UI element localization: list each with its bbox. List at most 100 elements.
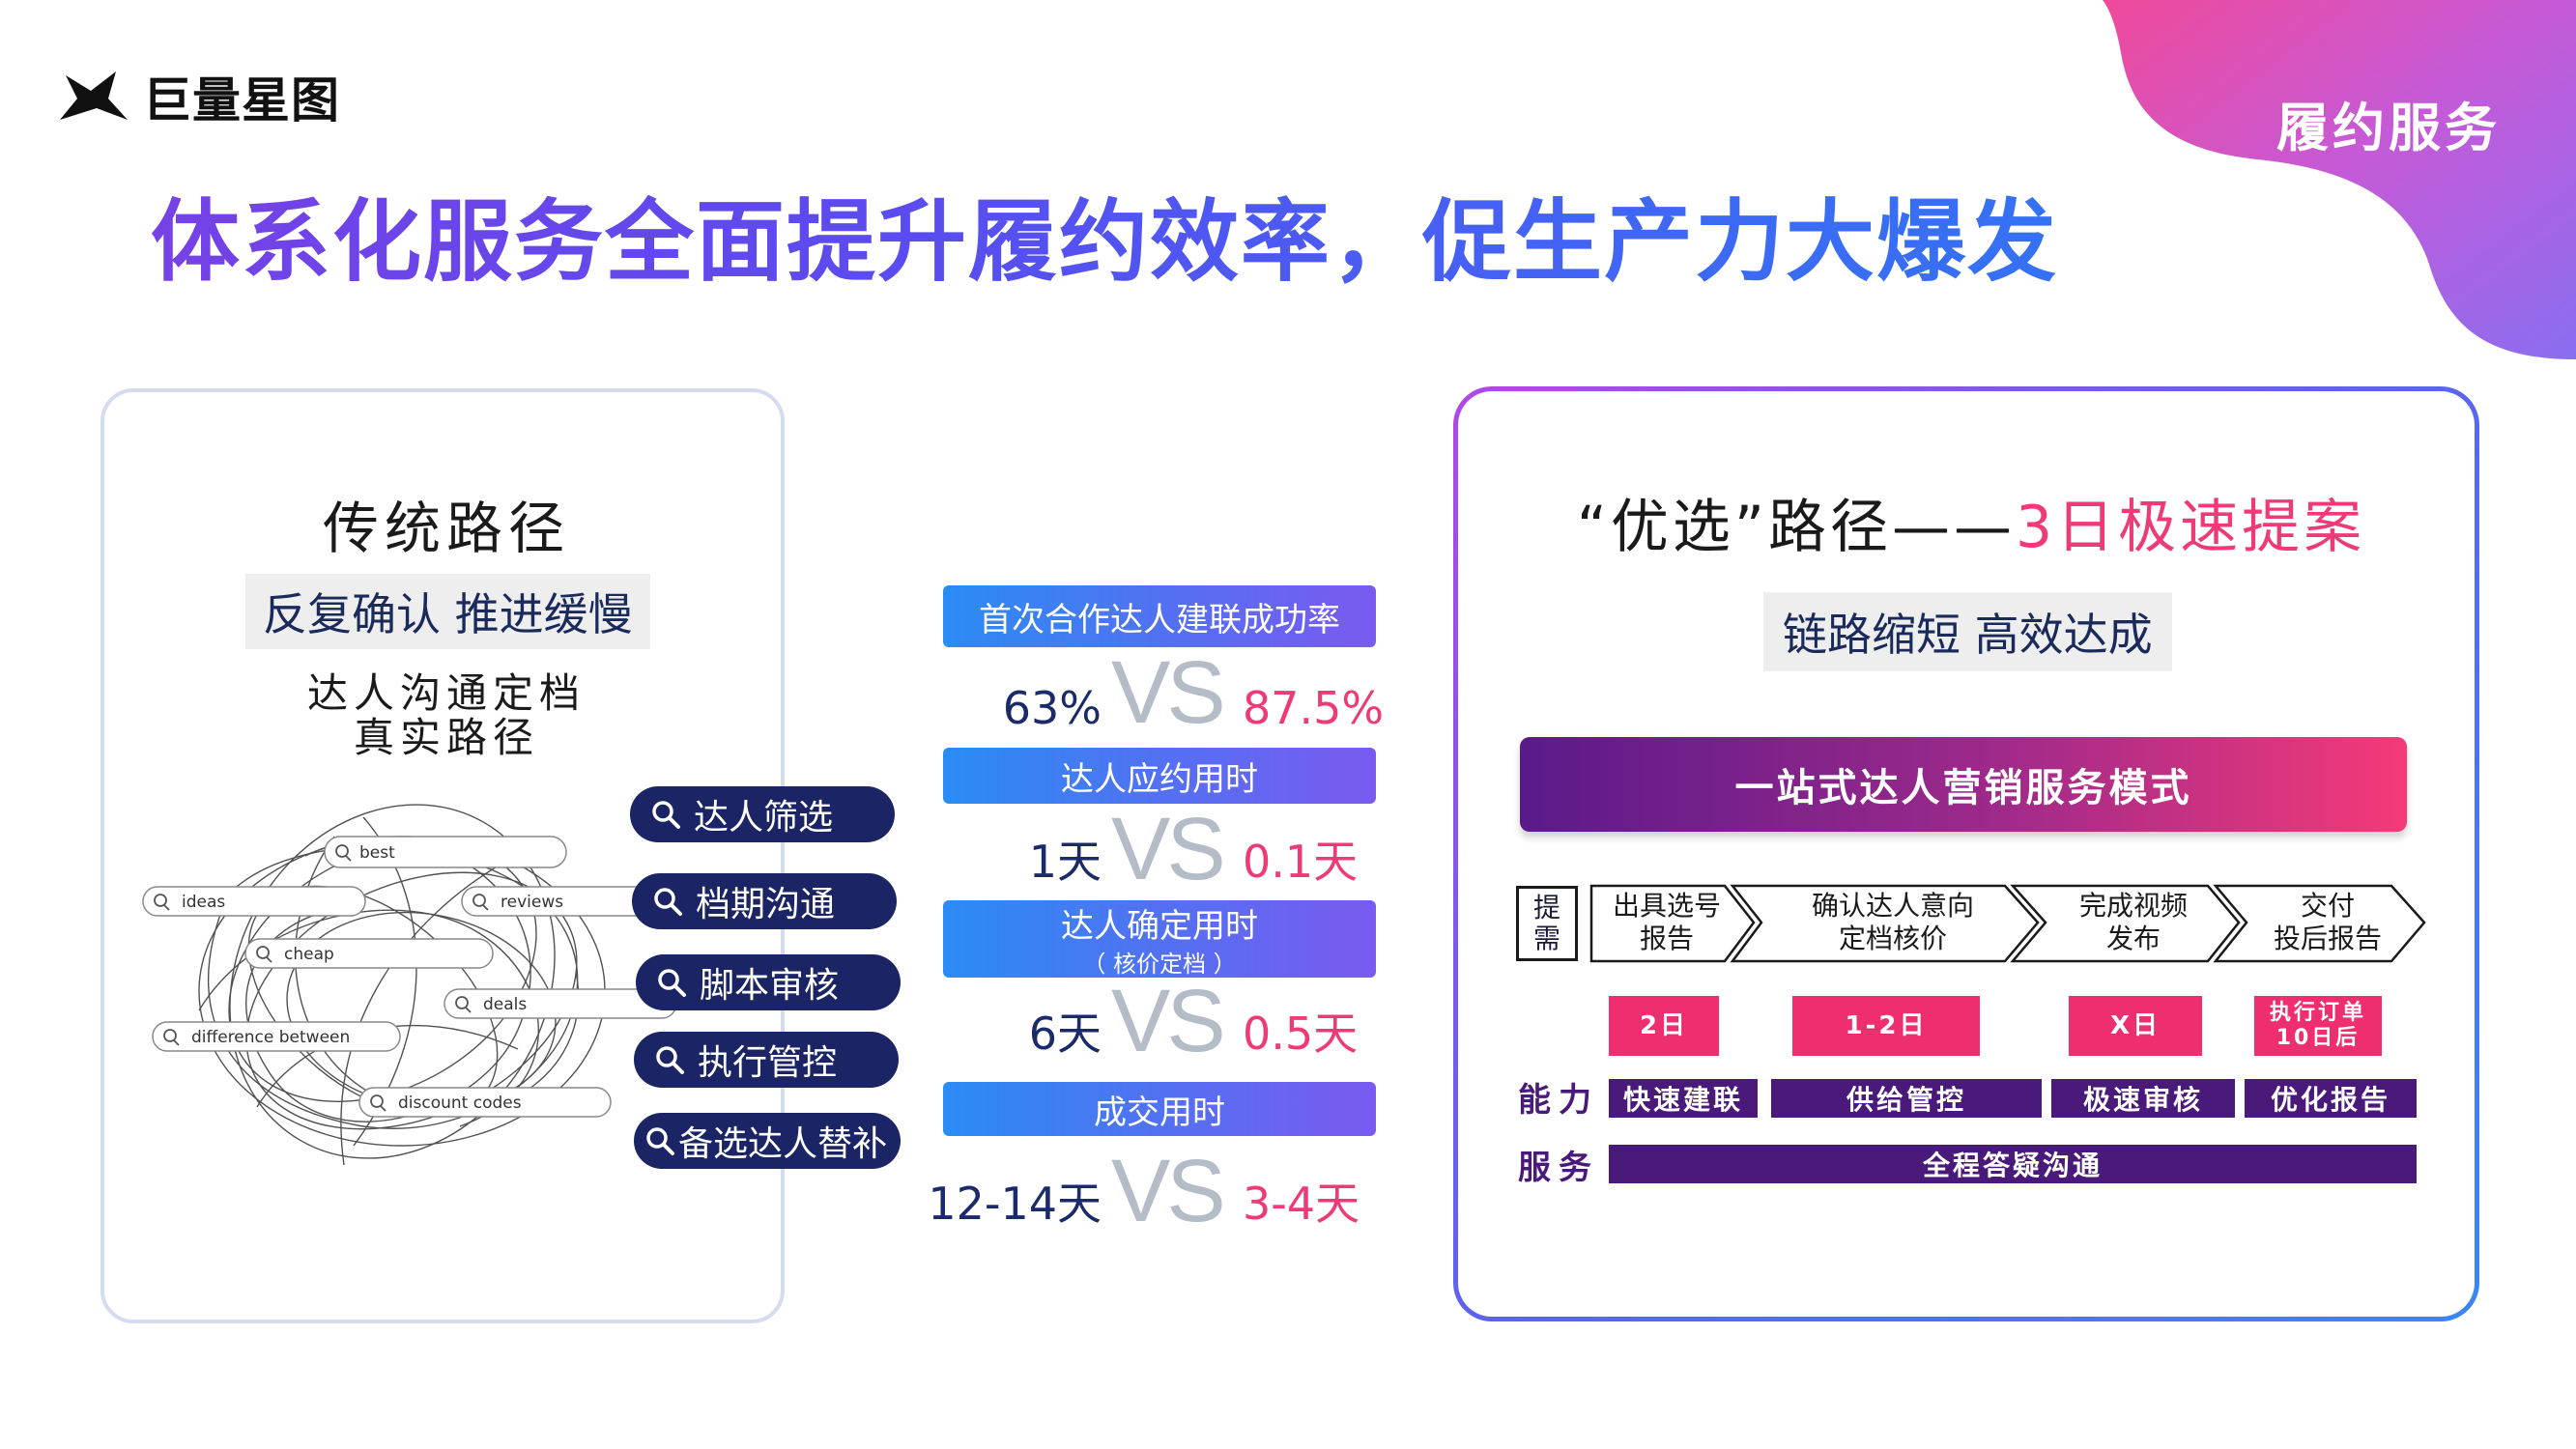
time-line: 2日 (1639, 1011, 1689, 1040)
left-panel-subtitle-line2: 真实路径 (353, 714, 539, 761)
capability-supply-control: 供给管控 (1771, 1079, 2042, 1118)
time-line: 执行订单 (2269, 1001, 2366, 1025)
metric-label: 首次合作达人建联成功率 (979, 600, 1340, 639)
metric-bar-deal-time: 成交用时 (943, 1082, 1376, 1136)
metric-bar-confirmation-time: 达人确定用时 （ 核价定档 ） (943, 900, 1376, 978)
comparison-row-deal-time: 12-14天 VS 3-4天 (928, 1142, 1391, 1242)
right-panel-title: “优选”路径——3日极速提案 (1458, 480, 2484, 564)
search-word-cheap: cheap (284, 945, 334, 964)
preferred-value: 0.5天 (1243, 1008, 1359, 1060)
step-line: 投后报告 (2273, 923, 2382, 954)
search-word-discount-codes: discount codes (398, 1094, 522, 1113)
traditional-value: 12-14天 (928, 1178, 1102, 1230)
step-line: 定档核价 (1838, 923, 1947, 954)
pill-label: 脚本审核 (700, 966, 840, 1006)
capability-fast-contact: 快速建联 (1609, 1079, 1758, 1118)
right-title-main: “优选”路径—— (1576, 494, 2016, 561)
pill-label: 达人筛选 (694, 798, 834, 838)
pill-schedule-communication: 档期沟通 (632, 873, 897, 929)
step-line: 完成视频 (2078, 890, 2188, 922)
preferred-value: 87.5% (1243, 682, 1385, 734)
corner-decoration (2103, 0, 2576, 359)
pill-script-review: 脚本审核 (636, 954, 901, 1010)
preferred-value: 0.1天 (1243, 836, 1359, 888)
step-arrow-3 (2010, 884, 2241, 963)
metric-sublabel: （ 核价定档 ） (1082, 951, 1237, 978)
comparison-row-first-contact-rate: 63% VS 87.5% (928, 643, 1391, 744)
pill-label: 执行管控 (698, 1043, 838, 1083)
brand-logo: 巨量星图 (58, 62, 340, 131)
search-word-best: best (359, 843, 395, 863)
time-line: 10日后 (2275, 1026, 2361, 1050)
service-full-support: 全程答疑沟通 (1609, 1145, 2417, 1183)
time-box-2: 1-2日 (1792, 996, 1980, 1056)
search-icon (652, 801, 680, 829)
vs-label: VS (1111, 800, 1226, 898)
capability-fast-review: 极速审核 (2051, 1079, 2235, 1118)
time-line: 1-2日 (1845, 1011, 1928, 1040)
step-arrow-4 (2213, 884, 2426, 963)
tangled-search-illustration: best ideas reviews cheap deals differenc… (142, 804, 677, 1166)
search-word-reviews: reviews (501, 893, 563, 912)
step-label-4: 交付 投后报告 (2241, 890, 2415, 955)
step-line: 确认达人意向 (1811, 890, 1974, 922)
pill-backup-influencer: 备选达人替补 (634, 1113, 901, 1169)
metric-label: 成交用时 (1094, 1093, 1225, 1132)
left-panel-title: 传统路径 (322, 496, 570, 561)
step-line: 出具选号 (1612, 890, 1721, 922)
right-panel-tag: 链路缩短 高效达成 (1763, 592, 2172, 671)
service-model-banner: 一站式达人营销服务模式 (1520, 737, 2407, 832)
preferred-path-panel: “优选”路径——3日极速提案 链路缩短 高效达成 一站式达人营销服务模式 提 需… (1453, 386, 2479, 1321)
vs-label: VS (1111, 643, 1226, 742)
metric-bar-first-contact-rate: 首次合作达人建联成功率 (943, 585, 1376, 647)
capability-label: 能力 (1518, 1081, 1599, 1120)
vs-label: VS (1111, 1142, 1226, 1240)
step-line: 报告 (1639, 923, 1694, 954)
step-label-2: 确认达人意向 定档核价 (1767, 890, 2018, 955)
time-line: X日 (2109, 1011, 2161, 1040)
metric-bar-appointment-time: 达人应约用时 (943, 748, 1376, 804)
pill-execution-control: 执行管控 (634, 1032, 899, 1088)
traditional-value: 6天 (1028, 1008, 1102, 1060)
search-word-deals: deals (483, 995, 527, 1014)
left-panel-tag: 反复确认 推进缓慢 (245, 574, 650, 649)
pill-label: 备选达人替补 (678, 1124, 888, 1164)
proposal-char: 需 (1532, 923, 1560, 954)
search-icon (656, 1046, 684, 1074)
time-box-3: X日 (2069, 996, 2202, 1056)
comparison-row-confirmation-time: 6天 VS 0.5天 (928, 972, 1391, 1072)
left-panel-subtitle-line1: 达人沟通定档 (306, 669, 586, 717)
step-label-1: 出具选号 报告 (1599, 890, 1734, 955)
step-line: 发布 (2105, 923, 2161, 954)
metric-label: 达人确定用时 (1061, 907, 1258, 946)
traditional-path-panel: 传统路径 反复确认 推进缓慢 达人沟通定档 真实路径 best (100, 388, 785, 1323)
time-box-4: 执行订单 10日后 (2254, 996, 2382, 1056)
page-title: 体系化服务全面提升履约效率，促生产力大爆发 (0, 170, 2576, 298)
pill-label: 档期沟通 (696, 885, 836, 924)
capability-report-optimization: 优化报告 (2245, 1079, 2417, 1118)
search-word-difference-between: difference between (191, 1028, 350, 1047)
preferred-value: 3-4天 (1243, 1178, 1360, 1230)
pill-influencer-screening: 达人筛选 (630, 786, 895, 842)
traditional-value: 63% (1002, 682, 1102, 734)
vs-label: VS (1111, 972, 1226, 1070)
search-icon (646, 1127, 674, 1155)
step-arrow-1 (1589, 884, 1756, 963)
step-line: 交付 (2300, 890, 2355, 922)
service-label: 服务 (1518, 1149, 1599, 1187)
traditional-value: 1天 (1028, 836, 1102, 888)
time-box-1: 2日 (1609, 996, 1719, 1056)
brand-logo-icon (60, 71, 128, 120)
proposal-char: 提 (1532, 892, 1560, 923)
step-label-3: 完成视频 发布 (2042, 890, 2225, 955)
search-word-ideas: ideas (182, 893, 225, 912)
step-arrow-2 (1730, 884, 2040, 963)
brand-name: 巨量星图 (143, 72, 340, 128)
section-label: 履约服务 (2276, 98, 2501, 158)
comparison-row-appointment-time: 1天 VS 0.1天 (928, 800, 1391, 900)
search-icon (654, 888, 682, 916)
proposal-box: 提 需 (1516, 886, 1578, 961)
process-arrows (1589, 884, 2426, 963)
right-title-highlight: 3日极速提案 (2015, 494, 2366, 561)
search-icon (658, 969, 686, 997)
